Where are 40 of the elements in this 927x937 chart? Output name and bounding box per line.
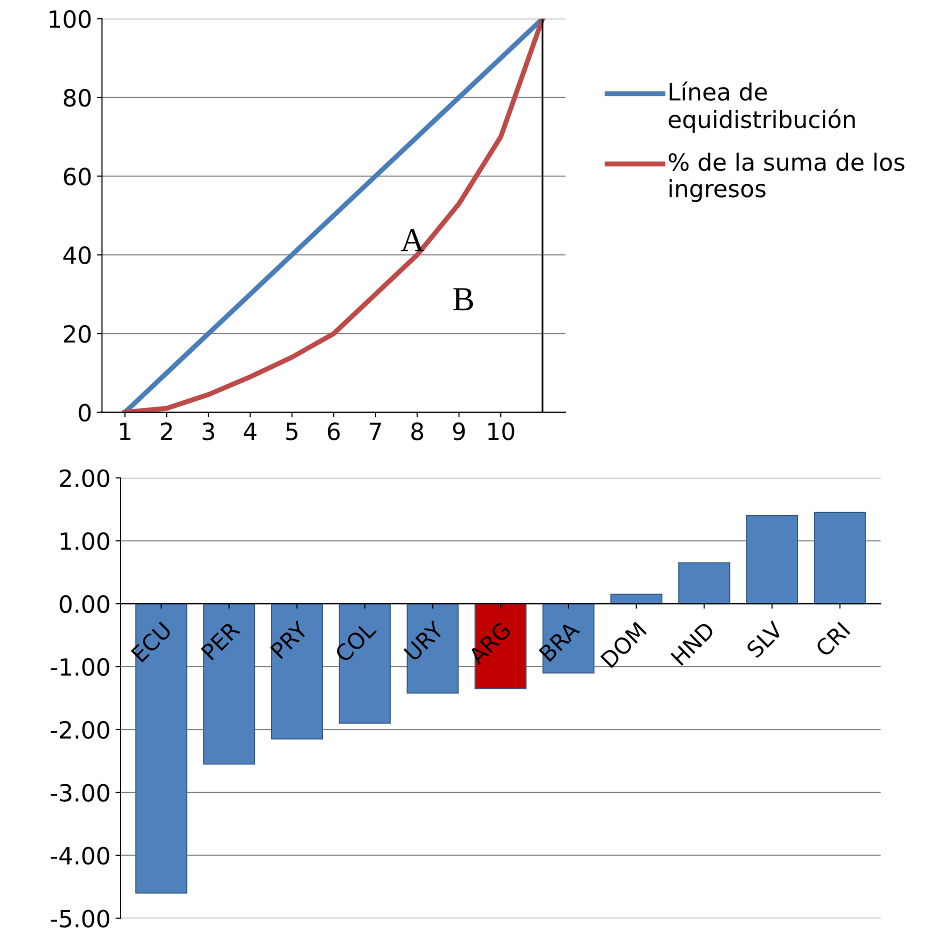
y-tick-label: 60	[64, 168, 91, 186]
bar	[270, 603, 323, 740]
y-tick-label: -2.00	[50, 720, 110, 739]
x-tick-label: PER	[200, 620, 241, 660]
bar	[746, 515, 798, 604]
x-tick-label: 4	[244, 422, 256, 440]
y-tick-label: -5.00	[50, 910, 110, 928]
bar	[814, 512, 866, 604]
x-tick-label: 6	[328, 422, 340, 440]
x-tick-label: 1	[120, 422, 130, 440]
y-tick-label: 0.00	[60, 595, 110, 613]
bar	[678, 562, 730, 604]
y-tick-label: -3.00	[50, 784, 110, 802]
x-tick-label: CRI	[814, 621, 851, 658]
annotation: A	[400, 229, 424, 252]
y-tick-label: 0	[78, 404, 91, 422]
y-tick-label: 100	[50, 10, 91, 28]
x-tick-label: 2	[160, 422, 172, 440]
bar	[338, 603, 391, 724]
x-tick-label: 10	[488, 422, 514, 440]
x-tick-label: COL	[334, 620, 377, 664]
legend-label: % de la suma de los ingresos	[668, 152, 904, 202]
y-tick-label: 40	[63, 246, 91, 264]
bar	[610, 594, 662, 604]
y-tick-label: 20	[64, 325, 91, 343]
line-series	[122, 18, 545, 412]
legend-label: Línea de equidistribución	[668, 82, 855, 133]
y-tick-label: -4.00	[50, 846, 110, 865]
x-tick-label: 8	[411, 422, 424, 440]
x-tick-label: 7	[370, 422, 381, 440]
y-tick-label: -1.00	[50, 658, 110, 676]
bar	[203, 603, 256, 765]
x-tick-label: 9	[452, 422, 465, 440]
x-tick-label: 3	[202, 422, 214, 440]
y-tick-label: 80	[64, 88, 91, 107]
y-tick-label: 1.00	[60, 532, 110, 550]
y-tick-label: 2.00	[60, 469, 110, 488]
x-tick-label: 5	[286, 422, 298, 440]
annotation: B	[453, 288, 473, 310]
x-tick-label: BRA	[538, 620, 580, 662]
